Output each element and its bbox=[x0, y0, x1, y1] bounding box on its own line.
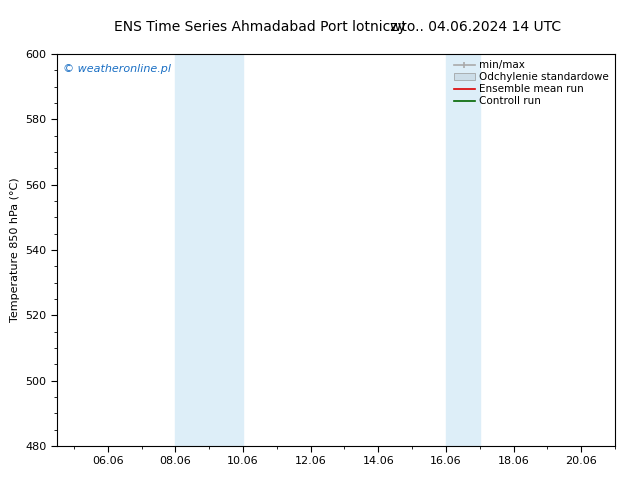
Text: © weatheronline.pl: © weatheronline.pl bbox=[63, 64, 171, 74]
Text: ENS Time Series Ahmadabad Port lotniczy: ENS Time Series Ahmadabad Port lotniczy bbox=[114, 20, 406, 34]
Text: wto.. 04.06.2024 14 UTC: wto.. 04.06.2024 14 UTC bbox=[390, 20, 561, 34]
Legend: min/max, Odchylenie standardowe, Ensemble mean run, Controll run: min/max, Odchylenie standardowe, Ensembl… bbox=[451, 57, 612, 110]
Bar bbox=[446, 54, 480, 446]
Y-axis label: Temperature 850 hPa (°C): Temperature 850 hPa (°C) bbox=[10, 177, 20, 322]
Bar bbox=[176, 54, 243, 446]
